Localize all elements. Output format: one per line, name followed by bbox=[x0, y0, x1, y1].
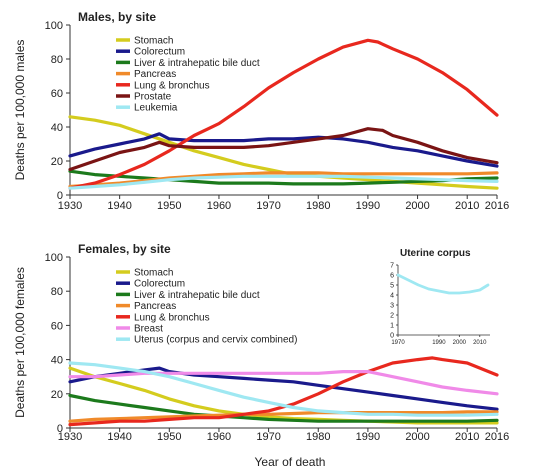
males-x-tick-label: 1970 bbox=[256, 200, 280, 212]
females-legend-label: Lung & bronchus bbox=[134, 312, 210, 323]
females-chart-title: Females, by site bbox=[78, 242, 171, 256]
males-legend-label: Colorectum bbox=[134, 47, 185, 58]
inset-y-tick-label: 3 bbox=[390, 303, 394, 310]
males-series-line-6 bbox=[68, 174, 499, 190]
females-y-axis-label: Deaths per 100,000 females bbox=[13, 267, 27, 418]
females-y-tick-label: 60 bbox=[51, 320, 63, 332]
males-series-line-4 bbox=[68, 38, 499, 190]
males-legend-label: Prostate bbox=[134, 92, 172, 103]
females-x-tick-label: 1940 bbox=[107, 431, 131, 443]
females-x-tick-label: 2016 bbox=[485, 431, 509, 443]
males-x-tick-label: 2000 bbox=[405, 200, 429, 212]
females-x-tick-label: 2010 bbox=[455, 431, 479, 443]
females-y-tick-label: 20 bbox=[51, 389, 63, 401]
inset-y-tick-label: 4 bbox=[390, 293, 394, 300]
inset-x-tick-label: 1990 bbox=[432, 340, 446, 346]
males-y-tick-label: 60 bbox=[51, 88, 63, 100]
inset-y-tick-label: 0 bbox=[390, 333, 394, 340]
males-x-tick-label: 1950 bbox=[157, 200, 181, 212]
females-x-tick-label: 1960 bbox=[207, 431, 231, 443]
males-series-line-1 bbox=[68, 132, 499, 168]
females-series-line-5 bbox=[68, 370, 499, 396]
females-series-line-3 bbox=[68, 410, 499, 423]
females-series-line-0 bbox=[68, 366, 499, 425]
females-x-tick-label: 1950 bbox=[157, 431, 181, 443]
inset-x-tick-label: 2010 bbox=[473, 340, 487, 346]
males-y-tick-label: 100 bbox=[45, 20, 63, 32]
males-x-tick-label: 2010 bbox=[455, 200, 479, 212]
inset-y-tick-label: 6 bbox=[390, 273, 394, 280]
males-y-tick-label: 20 bbox=[51, 156, 63, 168]
inset-x-tick-label: 2000 bbox=[453, 340, 467, 346]
females-legend-label: Colorectum bbox=[134, 279, 185, 290]
females-legend-label: Liver & intrahepatic bile duct bbox=[134, 290, 260, 301]
females-legend-label: Uterus (corpus and cervix combined) bbox=[134, 335, 297, 346]
females-legend-label: Pancreas bbox=[134, 301, 176, 312]
females-series-line-1 bbox=[68, 366, 499, 411]
males-legend-label: Lung & bronchus bbox=[134, 80, 210, 91]
males-x-tick-label: 1990 bbox=[356, 200, 380, 212]
females-series-line-2 bbox=[68, 393, 499, 423]
inset-y-tick-label: 7 bbox=[390, 263, 394, 270]
females-x-tick-label: 1970 bbox=[256, 431, 280, 443]
females-y-tick-label: 80 bbox=[51, 286, 63, 298]
females-y-tick-label: 100 bbox=[45, 252, 63, 264]
females-y-tick-label: 40 bbox=[51, 355, 63, 367]
females-x-tick-label: 1990 bbox=[356, 431, 380, 443]
males-x-tick-label: 2016 bbox=[485, 200, 509, 212]
females-legend-label: Stomach bbox=[134, 268, 173, 279]
inset-series-line-0 bbox=[396, 273, 490, 295]
males-panel: 0 20 40 60 80 100 1930 1940 1950 1960 1970 1980 1990… bbox=[13, 10, 509, 212]
males-chart-title: Males, by site bbox=[78, 10, 156, 24]
inset-x-tick-label: 1970 bbox=[391, 340, 405, 346]
males-y-tick-label: 40 bbox=[51, 122, 63, 134]
females-series-line-4 bbox=[68, 356, 499, 427]
females-y-tick-label: 0 bbox=[57, 423, 63, 435]
females-x-tick-label: 1930 bbox=[58, 431, 82, 443]
inset-y-tick-label: 2 bbox=[390, 313, 394, 320]
x-axis-label: Year of death bbox=[255, 455, 326, 469]
inset-y-tick-label: 5 bbox=[390, 283, 394, 290]
males-legend-label: Liver & intrahepatic bile duct bbox=[134, 58, 260, 69]
males-x-tick-label: 1980 bbox=[306, 200, 330, 212]
females-x-tick-label: 2000 bbox=[405, 431, 429, 443]
males-series-line-2 bbox=[68, 169, 499, 186]
females-x-tick-label: 1980 bbox=[306, 431, 330, 443]
uterine-corpus-inset: Uterine corpus 0 1 2 3 4 5 6 7 1970 1990 2000 2010 bbox=[390, 248, 490, 346]
males-series-line-3 bbox=[68, 171, 499, 189]
males-x-tick-label: 1960 bbox=[207, 200, 231, 212]
males-y-tick-label: 0 bbox=[57, 190, 63, 202]
males-legend-label: Stomach bbox=[134, 36, 173, 47]
females-legend-label: Breast bbox=[134, 324, 163, 335]
females-series-line-6 bbox=[68, 361, 499, 417]
males-x-tick-label: 1940 bbox=[107, 200, 131, 212]
males-x-tick-label: 1930 bbox=[58, 200, 82, 212]
inset-y-tick-label: 1 bbox=[390, 323, 394, 330]
males-legend-label: Pancreas bbox=[134, 69, 176, 80]
males-legend-label: Leukemia bbox=[134, 103, 178, 114]
males-series-line-5 bbox=[68, 127, 499, 172]
inset-title: Uterine corpus bbox=[400, 248, 471, 259]
males-y-axis-label: Deaths per 100,000 males bbox=[13, 40, 27, 181]
males-y-tick-label: 80 bbox=[51, 54, 63, 66]
